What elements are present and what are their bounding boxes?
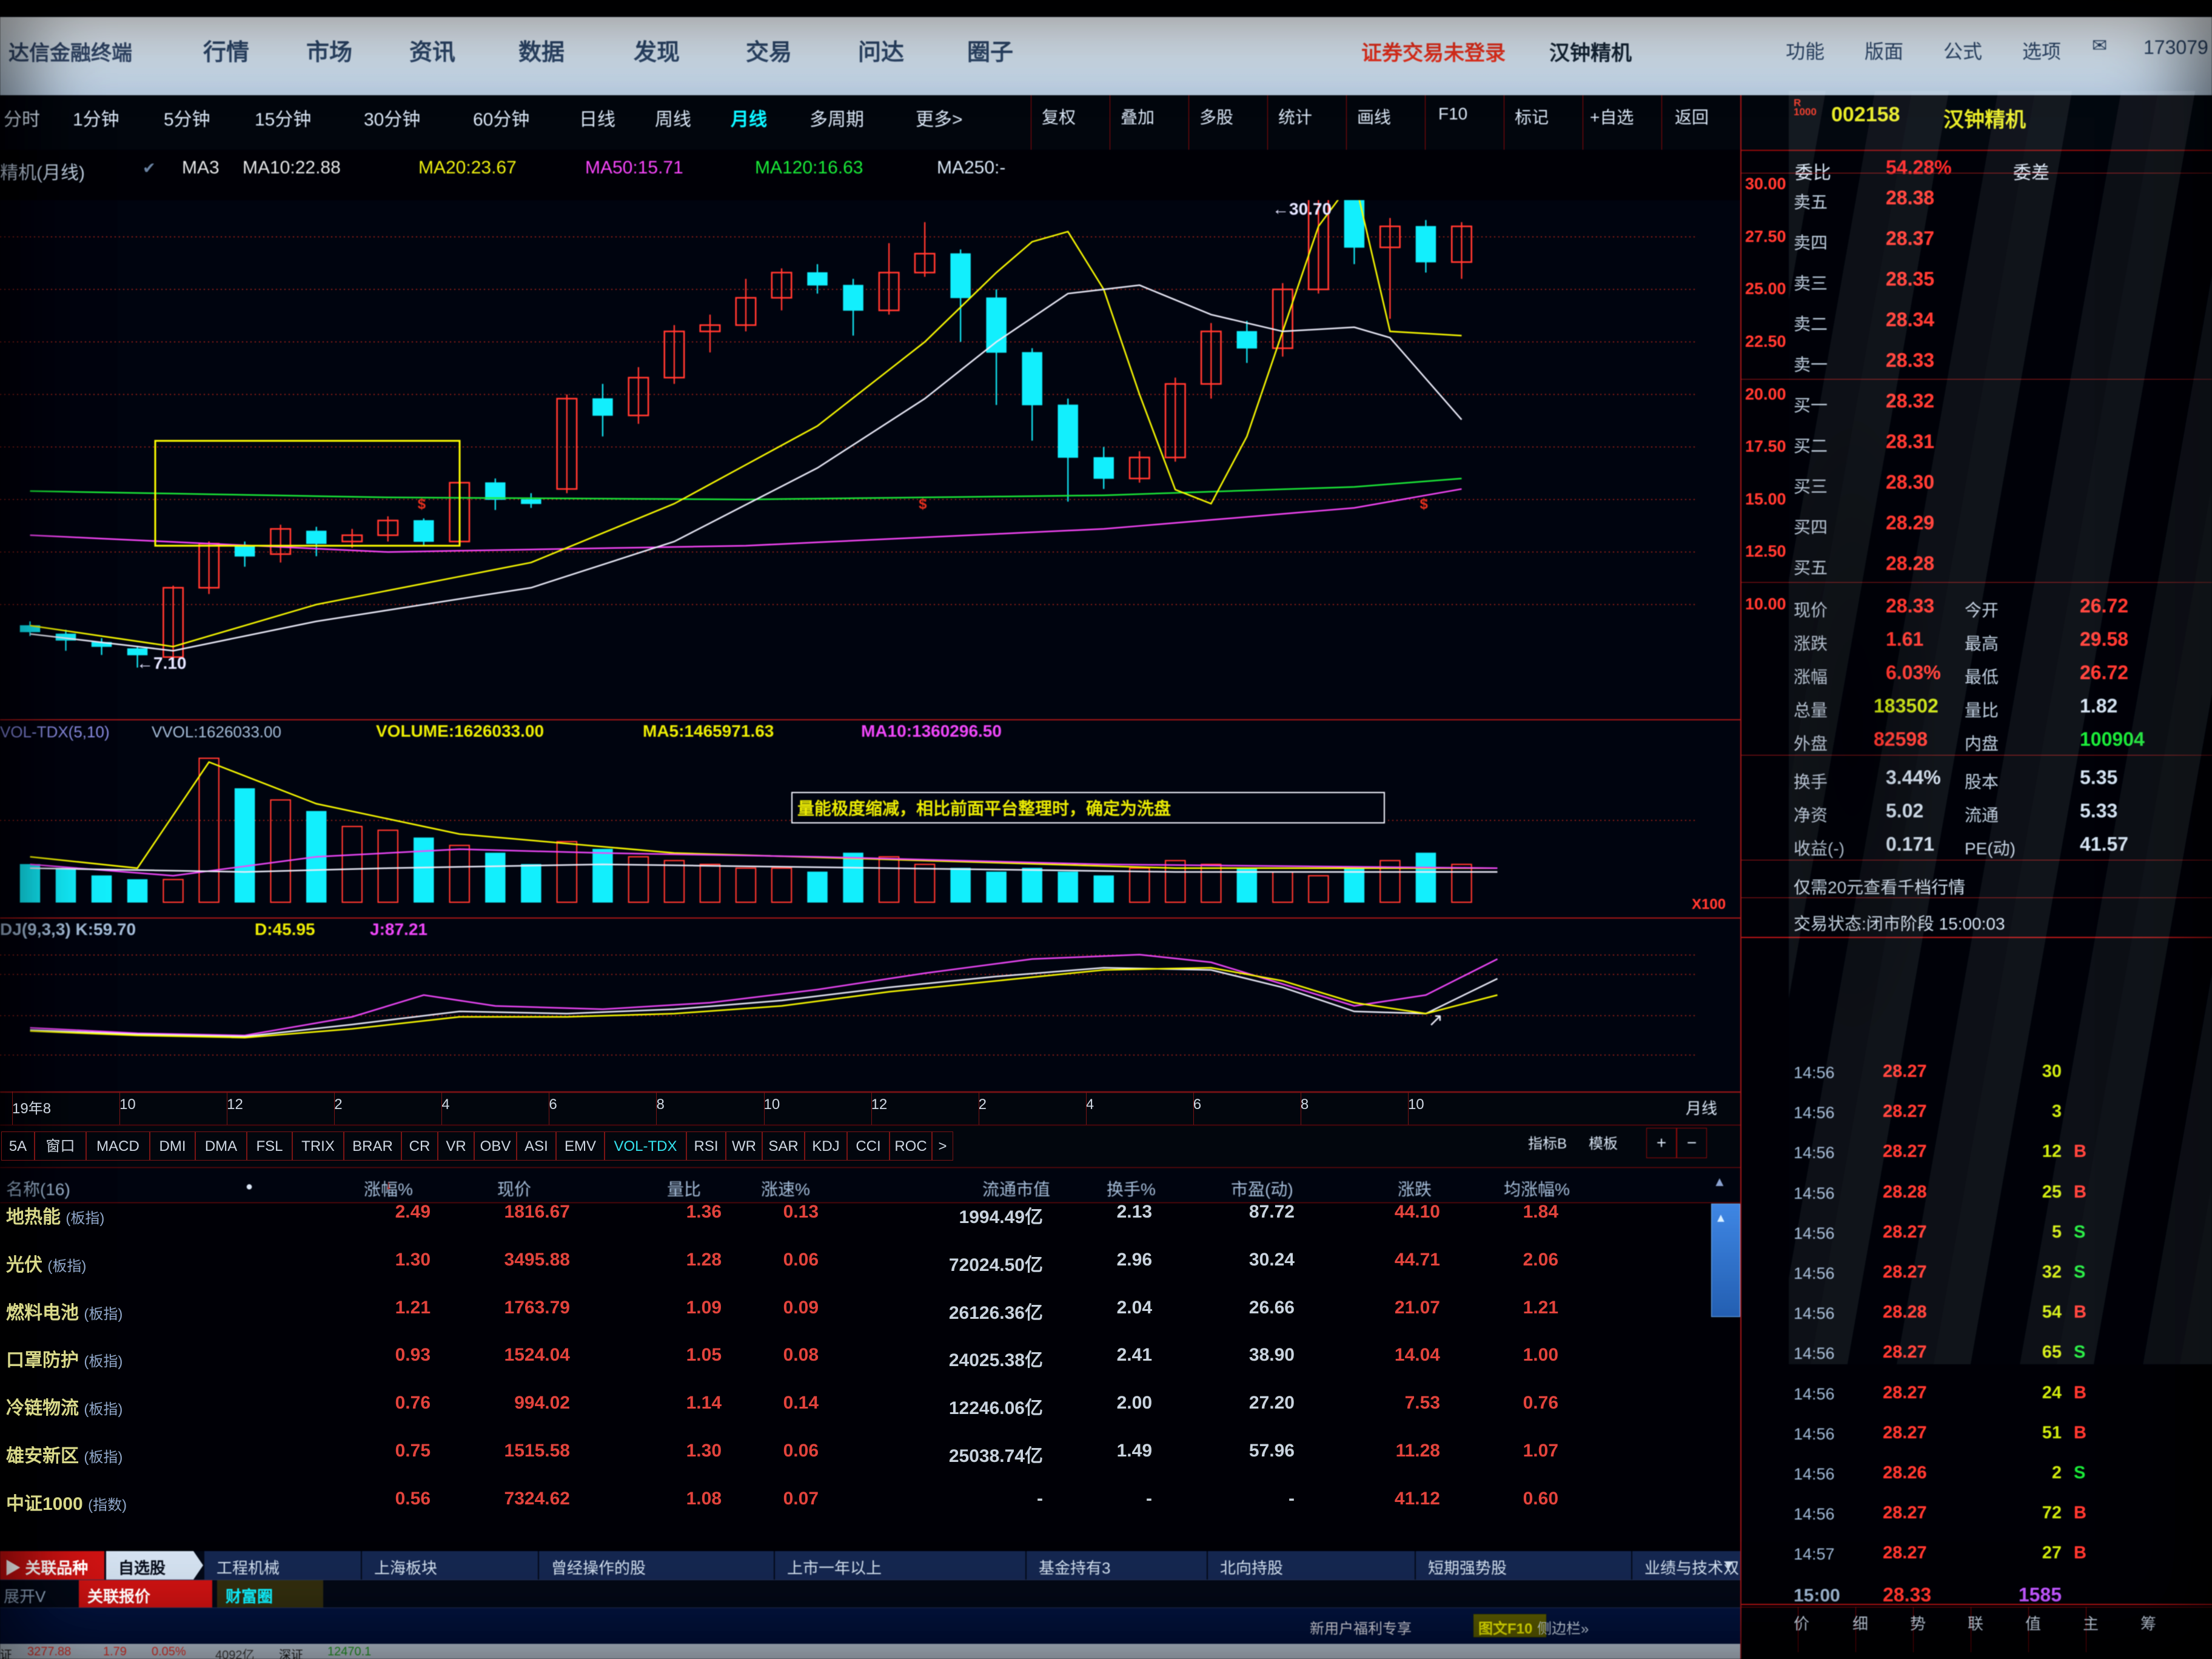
svg-text:←30.70: ←30.70: [1272, 200, 1332, 218]
svg-text:←7.10: ←7.10: [136, 654, 187, 672]
